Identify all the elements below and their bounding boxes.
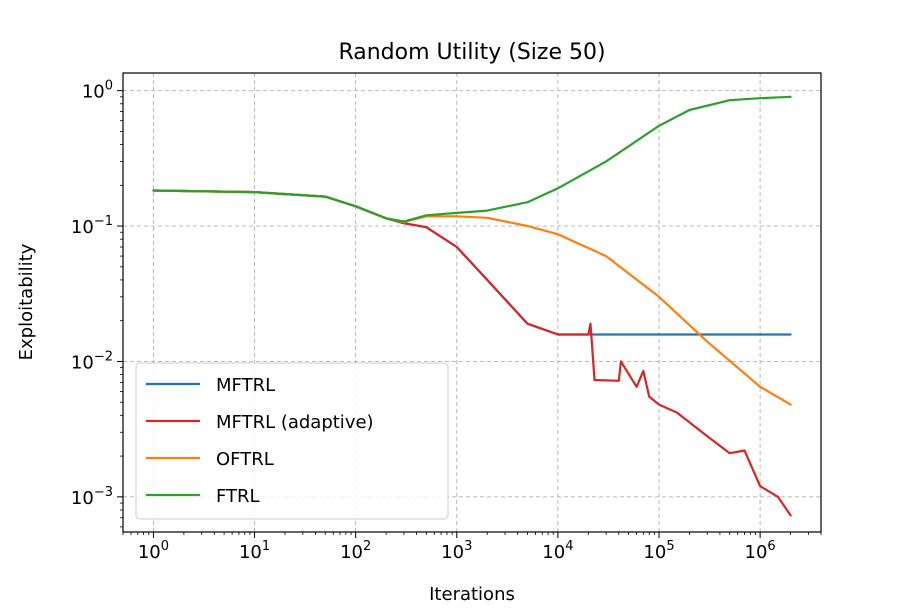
legend-label: OFTRL xyxy=(216,449,274,470)
y-tick-label: 10−2 xyxy=(71,349,113,373)
plot-area: 100 101 102 103 104 105 106 100 10−1 10−2 10−3 MFT… xyxy=(71,72,822,563)
y-tick-label: 10−1 xyxy=(71,214,113,238)
chart-title: Random Utility (Size 50) xyxy=(338,40,605,65)
x-tick-label: 103 xyxy=(441,539,472,563)
y-tick-label: 10−3 xyxy=(71,485,113,509)
x-tick-label: 102 xyxy=(340,539,371,563)
x-tick-label: 104 xyxy=(542,539,573,563)
ticks: 100 101 102 103 104 105 106 100 10−1 10−2 10−3 xyxy=(71,79,822,563)
legend: MFTRL MFTRL (adaptive) OFTRL FTRL xyxy=(135,362,449,520)
y-axis-label: Exploitability xyxy=(16,243,37,360)
x-tick-label: 105 xyxy=(643,539,674,563)
legend-label: MFTRL xyxy=(216,375,275,396)
legend-label: MFTRL (adaptive) xyxy=(216,412,374,433)
plot-frame xyxy=(122,72,822,533)
x-axis-label: Iterations xyxy=(429,584,515,605)
series-layer xyxy=(152,95,792,517)
y-tick-label: 100 xyxy=(82,79,113,103)
series-line-ftrl xyxy=(152,95,792,223)
x-tick-label: 106 xyxy=(745,539,776,563)
legend-box xyxy=(135,362,449,520)
legend-label: FTRL xyxy=(216,486,260,507)
x-tick-label: 101 xyxy=(239,539,270,563)
x-tick-label: 100 xyxy=(138,539,169,563)
grid xyxy=(123,73,821,532)
